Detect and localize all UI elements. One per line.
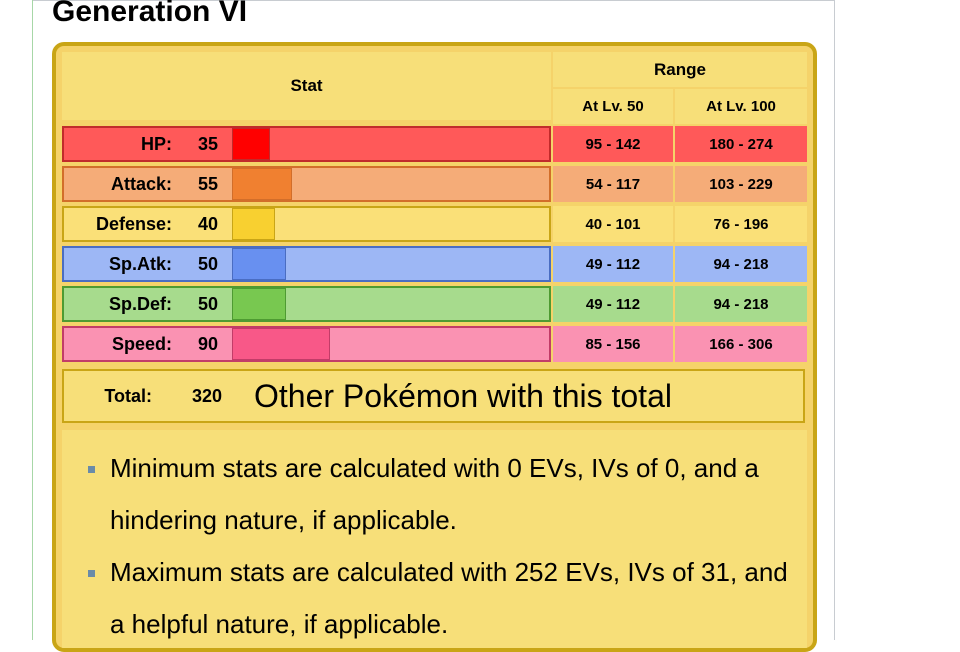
stat-value: 50 [197,253,219,274]
note-maximum: Maximum stats are calculated with 252 EV… [88,546,800,648]
stat-row: Sp.Atk: 50 49 - 112 94 - 218 [56,246,813,282]
note-minimum: Minimum stats are calculated with 0 EVs,… [88,442,800,546]
stat-bar [232,168,292,200]
stat-row: HP: 35 95 - 142 180 - 274 [56,126,813,162]
base-stats-table: Stat Range At Lv. 50 At Lv. 100 HP: 35 95 … [52,42,817,652]
range-lv50: 85 - 156 [553,326,673,362]
stat-name: Speed: [111,333,172,354]
content-right-border [834,0,835,640]
lv50-column-header: At Lv. 50 [553,89,673,124]
stat-label-cell: HP: 35 [62,126,551,162]
range-lv50: 49 - 112 [553,246,673,282]
range-lv100: 94 - 218 [675,246,807,282]
range-lv50: 40 - 101 [553,206,673,242]
stat-label-cell: Defense: 40 [62,206,551,242]
range-lv50: 95 - 142 [553,126,673,162]
stat-row: Sp.Def: 50 49 - 112 94 - 218 [56,286,813,322]
stat-value: 40 [197,213,219,234]
stat-name: Defense: [95,213,172,234]
stat-bar [232,248,286,280]
stat-row: Speed: 90 85 - 156 166 - 306 [56,326,813,362]
stat-label-cell: Attack: 55 [62,166,551,202]
stat-value: 50 [197,293,219,314]
bullet-icon [88,570,95,577]
stat-bar [232,328,330,360]
stat-name: Attack: [110,173,172,194]
stat-bar [232,288,286,320]
note-maximum-text: Maximum stats are calculated with 252 EV… [110,557,788,639]
stat-bar [232,128,270,160]
lv100-column-header: At Lv. 100 [675,89,807,124]
content-left-border [32,0,33,640]
stat-label-cell: Speed: 90 [62,326,551,362]
page-top-border [32,0,835,1]
stat-name: Sp.Def: [109,293,172,314]
stat-column-header: Stat [62,52,551,120]
bullet-icon [88,466,95,473]
stat-label-cell: Sp.Atk: 50 [62,246,551,282]
stat-row: Defense: 40 40 - 101 76 - 196 [56,206,813,242]
section-heading: Generation VI [52,0,248,28]
range-lv50: 49 - 112 [553,286,673,322]
total-label: Total: [104,385,152,406]
same-total-link[interactable]: Other Pokémon with this total [254,377,672,414]
stat-name: Sp.Atk: [109,253,172,274]
total-value: 320 [191,385,223,406]
notes-box: Minimum stats are calculated with 0 EVs,… [62,430,807,648]
stat-value: 90 [197,333,219,354]
range-lv100: 166 - 306 [675,326,807,362]
stat-name: HP: [141,133,172,154]
note-minimum-text: Minimum stats are calculated with 0 EVs,… [110,453,759,535]
range-column-header: Range [553,52,807,87]
stat-row: Attack: 55 54 - 117 103 - 229 [56,166,813,202]
range-lv100: 180 - 274 [675,126,807,162]
stat-value: 35 [197,133,219,154]
range-lv100: 103 - 229 [675,166,807,202]
stat-label-cell: Sp.Def: 50 [62,286,551,322]
stat-value: 55 [197,173,219,194]
range-lv50: 54 - 117 [553,166,673,202]
total-row: Total: 320 Other Pokémon with this total [62,369,805,423]
stat-bar [232,208,275,240]
range-lv100: 94 - 218 [675,286,807,322]
range-lv100: 76 - 196 [675,206,807,242]
